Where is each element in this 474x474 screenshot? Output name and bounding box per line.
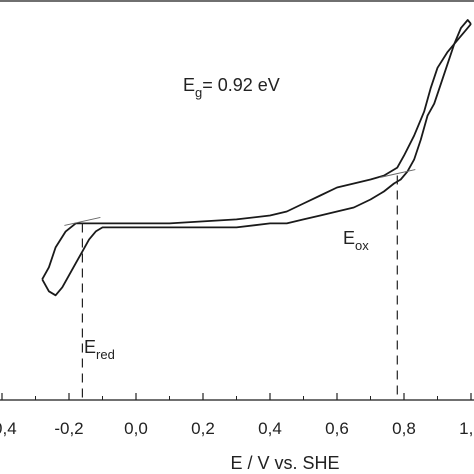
marker-layer (64, 169, 416, 400)
ered-annotation: Ered (84, 337, 115, 362)
ered-annotation-sub: red (96, 347, 115, 362)
eox-annotation: Eox (343, 228, 369, 253)
x-tick-label: 0,8 (392, 419, 416, 438)
eg-annotation-rest: = 0.92 eV (202, 75, 280, 95)
x-axis-title: E / V vs. SHE (230, 453, 339, 473)
eg-annotation: Eg= 0.92 eV (183, 75, 280, 100)
x-tick-label: 0,4 (258, 419, 282, 438)
x-tick-label: 0,2 (191, 419, 215, 438)
eg-annotation-base: E (183, 75, 195, 95)
series-layer (41, 19, 472, 297)
eg-annotation-sub: g (195, 85, 202, 100)
plot-frame (0, 0, 474, 401)
series-line-1 (41, 23, 472, 280)
x-tick-label: -0,4 (0, 419, 17, 438)
onset-tangent-E_red (64, 216, 101, 226)
x-axis-ticks: -0,4 -0,2 0,0 0,2 0,4 0,6 0,8 1,0 (0, 393, 474, 438)
x-tick-label: 0,0 (124, 419, 148, 438)
eox-annotation-sub: ox (355, 238, 369, 253)
ered-annotation-base: E (84, 337, 96, 357)
x-tick-label: 0,6 (325, 419, 349, 438)
onset-tangent-E_ox (379, 169, 416, 179)
x-tick-label: 1,0 (459, 419, 474, 438)
eox-annotation-base: E (343, 228, 355, 248)
series-line-2 (41, 19, 472, 297)
x-tick-label: -0,2 (54, 419, 83, 438)
